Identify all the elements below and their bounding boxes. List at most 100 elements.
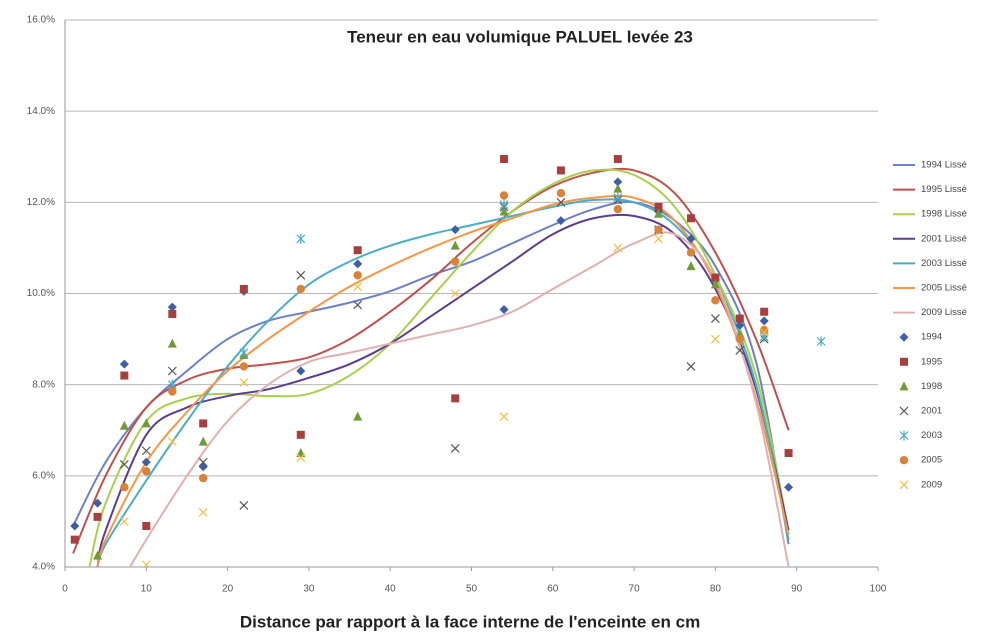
point bbox=[296, 366, 306, 376]
point bbox=[784, 482, 794, 492]
x-tick-label: 30 bbox=[303, 584, 315, 595]
smoothed-line bbox=[96, 194, 790, 567]
point bbox=[654, 234, 663, 244]
point bbox=[687, 214, 696, 223]
point-stroke bbox=[167, 437, 177, 447]
point bbox=[353, 271, 362, 280]
x-tick-label: 100 bbox=[870, 584, 887, 595]
point bbox=[353, 259, 363, 269]
point bbox=[70, 535, 79, 544]
point-stroke bbox=[899, 406, 909, 416]
point bbox=[353, 282, 363, 292]
legend-swatch bbox=[899, 480, 909, 490]
legend-label: 2005 bbox=[921, 455, 942, 466]
point-stroke bbox=[119, 460, 129, 469]
legend-label: 2003 bbox=[921, 430, 942, 441]
point bbox=[296, 284, 305, 294]
point bbox=[120, 483, 129, 492]
point bbox=[556, 197, 566, 207]
x-tick-label: 50 bbox=[466, 584, 478, 595]
point bbox=[613, 155, 622, 164]
smoothed-line bbox=[72, 200, 790, 545]
point bbox=[198, 436, 208, 446]
point bbox=[759, 316, 769, 326]
point bbox=[710, 314, 720, 323]
point-stroke bbox=[119, 516, 129, 526]
point bbox=[141, 457, 151, 467]
point bbox=[735, 346, 745, 355]
point bbox=[168, 387, 177, 396]
point-stroke bbox=[296, 453, 306, 463]
legend-swatch bbox=[899, 430, 909, 441]
point bbox=[710, 279, 720, 289]
point-stroke bbox=[353, 282, 363, 292]
point bbox=[500, 155, 509, 164]
legend-swatch bbox=[899, 332, 909, 342]
y-tick-label: 6.0% bbox=[32, 470, 55, 481]
point bbox=[353, 300, 363, 310]
point bbox=[93, 512, 102, 521]
point bbox=[686, 261, 696, 271]
legend-swatch bbox=[899, 381, 909, 391]
point bbox=[653, 208, 663, 218]
legend-label: 1995 bbox=[921, 356, 942, 367]
point bbox=[450, 289, 460, 298]
legend-label: 2009 bbox=[921, 479, 942, 490]
point bbox=[556, 216, 566, 226]
point-stroke bbox=[710, 314, 720, 323]
point bbox=[239, 284, 248, 293]
point bbox=[686, 234, 696, 244]
x-tick-label: 90 bbox=[791, 584, 803, 595]
legend-label: 2009 Lissé bbox=[921, 307, 967, 318]
point bbox=[451, 394, 460, 403]
point bbox=[199, 419, 208, 428]
point bbox=[168, 310, 177, 319]
point bbox=[199, 473, 208, 483]
x-tick-label: 10 bbox=[141, 584, 153, 595]
legend-swatch bbox=[899, 406, 909, 416]
y-tick-label: 16.0% bbox=[27, 15, 55, 26]
legend-label: 1994 bbox=[921, 332, 942, 343]
point bbox=[167, 437, 177, 447]
point bbox=[142, 521, 151, 530]
point bbox=[119, 460, 129, 469]
point bbox=[167, 366, 177, 376]
point bbox=[119, 359, 129, 369]
point bbox=[353, 246, 362, 255]
point bbox=[296, 233, 306, 244]
y-tick-label: 14.0% bbox=[27, 106, 55, 117]
point bbox=[556, 189, 566, 198]
point-stroke bbox=[556, 197, 566, 207]
point bbox=[119, 420, 129, 430]
point bbox=[142, 467, 151, 476]
point-stroke bbox=[710, 334, 720, 344]
point-stroke bbox=[239, 377, 249, 387]
point bbox=[296, 453, 306, 463]
legend-label: 1994 Lissé bbox=[921, 160, 967, 171]
chart-title: Teneur en eau volumique PALUEL levée 23 bbox=[347, 27, 693, 46]
point-stroke bbox=[450, 444, 460, 453]
x-tick-label: 80 bbox=[710, 584, 722, 595]
point bbox=[93, 550, 103, 560]
point bbox=[198, 507, 208, 517]
point bbox=[93, 498, 103, 508]
legend-label: 2001 Lissé bbox=[921, 233, 967, 244]
point-stroke bbox=[899, 480, 909, 490]
smoothed-line bbox=[96, 213, 790, 567]
point bbox=[735, 334, 744, 344]
point bbox=[141, 560, 151, 567]
point bbox=[353, 411, 363, 421]
point bbox=[613, 177, 623, 187]
point-stroke bbox=[239, 501, 249, 510]
point-stroke bbox=[759, 327, 769, 337]
point bbox=[613, 183, 623, 193]
point bbox=[654, 202, 663, 211]
plot-area bbox=[70, 155, 826, 567]
point bbox=[239, 347, 249, 358]
smoothed-line bbox=[72, 167, 790, 554]
point bbox=[759, 327, 769, 337]
x-tick-label: 40 bbox=[385, 584, 397, 595]
point bbox=[167, 338, 177, 348]
point bbox=[141, 446, 151, 456]
point bbox=[499, 304, 509, 314]
